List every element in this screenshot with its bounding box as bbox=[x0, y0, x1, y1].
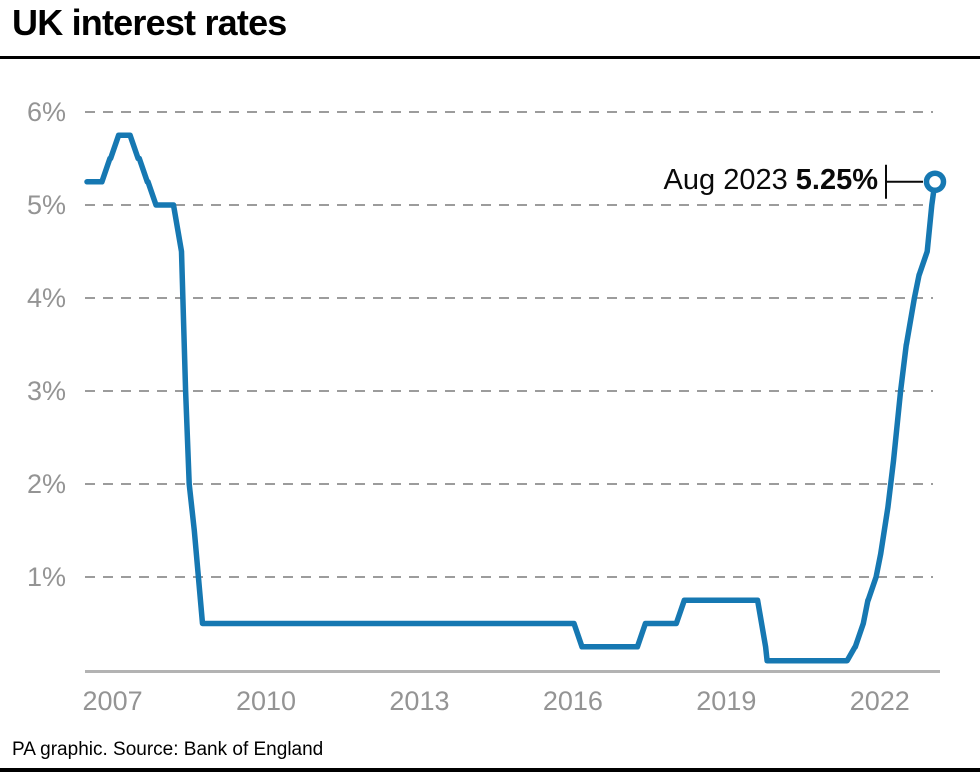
endpoint-annotation-value: 5.25% bbox=[795, 164, 878, 196]
y-axis-tick-label: 5% bbox=[27, 190, 66, 220]
title-divider bbox=[0, 56, 980, 59]
x-axis-tick-label: 2019 bbox=[696, 686, 756, 716]
x-axis-tick-label: 2010 bbox=[236, 686, 296, 716]
x-axis-tick-label: 2016 bbox=[543, 686, 603, 716]
endpoint-marker bbox=[923, 170, 947, 193]
y-axis-tick-label: 3% bbox=[27, 376, 66, 406]
y-axis-tick-label: 4% bbox=[27, 283, 66, 313]
bottom-divider bbox=[0, 768, 980, 772]
x-axis-tick-label: 2022 bbox=[850, 686, 910, 716]
endpoint-annotation-date: Aug 2023 bbox=[663, 164, 796, 196]
endpoint-annotation: Aug 2023 5.25% bbox=[664, 164, 878, 196]
page-title: UK interest rates bbox=[12, 2, 287, 43]
x-axis-tick-label: 2013 bbox=[389, 686, 449, 716]
source-credit: PA graphic. Source: Bank of England bbox=[12, 739, 324, 760]
x-axis-tick-label: 2007 bbox=[83, 686, 143, 716]
rate-line bbox=[84, 132, 938, 664]
y-axis-tick-label: 2% bbox=[27, 469, 66, 499]
y-axis-tick-label: 6% bbox=[27, 97, 66, 127]
y-axis-tick-label: 1% bbox=[27, 562, 66, 592]
